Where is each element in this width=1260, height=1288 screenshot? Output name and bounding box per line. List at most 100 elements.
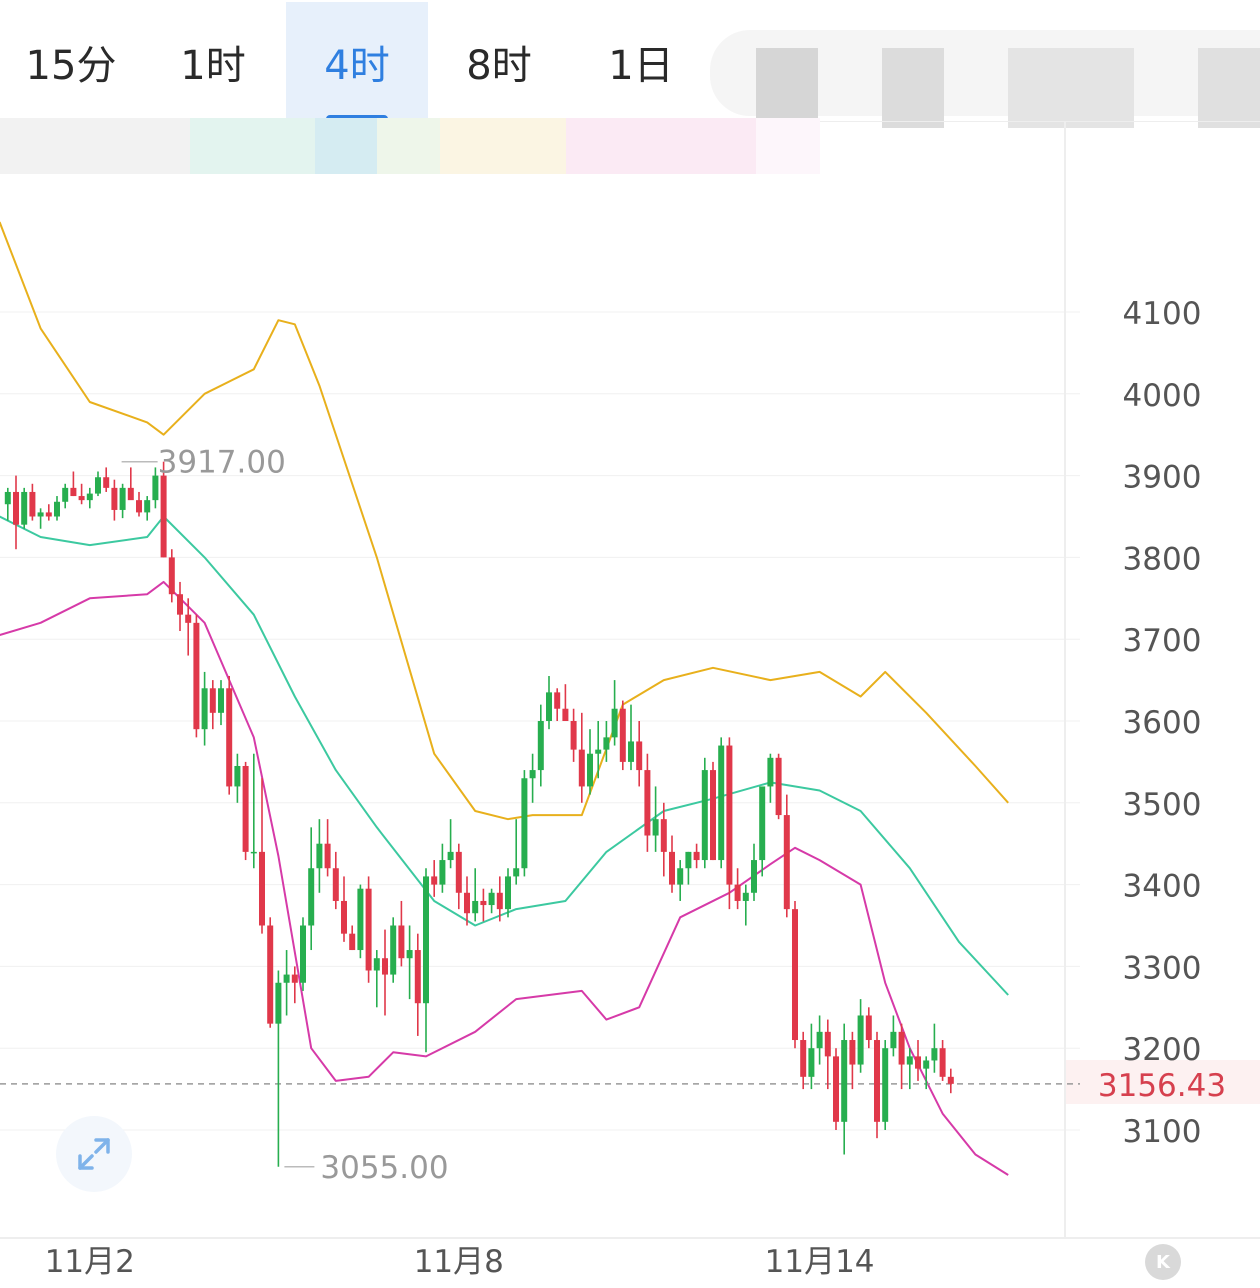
candle-body <box>78 496 85 501</box>
candle-body <box>947 1076 954 1084</box>
candle-body <box>111 487 118 510</box>
blurred-region <box>440 118 566 174</box>
candle-body <box>423 876 429 1004</box>
tab-label: 15分 <box>25 43 117 89</box>
blurred-region <box>756 118 820 174</box>
candle-body <box>923 1060 930 1069</box>
current-price-label: 3156.43 <box>1098 1068 1226 1104</box>
lower-band-line <box>0 580 1009 1176</box>
candle-body <box>652 819 659 836</box>
low-marker-label: 3055.00 <box>320 1150 448 1186</box>
upper-band-line <box>0 221 1009 821</box>
candle-body <box>488 892 495 906</box>
y-tick-label: 3300 <box>1123 950 1202 986</box>
candle-body <box>636 741 643 771</box>
blurred-region <box>1008 48 1134 128</box>
candle-body <box>250 851 257 854</box>
high-marker-label: 3917.00 <box>158 445 286 481</box>
tab-label: 8时 <box>466 43 532 89</box>
candle-body <box>751 860 757 893</box>
candle-body <box>13 491 19 525</box>
candle-body <box>259 851 265 926</box>
blurred-region <box>882 48 944 128</box>
candle-body <box>283 974 290 983</box>
tab-8hour[interactable]: 8时 <box>428 2 570 122</box>
candle-body <box>939 1048 946 1077</box>
candle-body <box>529 770 536 779</box>
candle-body <box>373 958 380 971</box>
blurred-region <box>1198 48 1260 128</box>
candle-body <box>496 892 503 910</box>
indicator-legend-blurred <box>0 118 820 174</box>
candle-body <box>37 512 44 517</box>
candle-body <box>349 933 356 951</box>
candle-body <box>324 843 331 869</box>
blurred-region <box>0 118 190 174</box>
candle-body <box>669 851 675 885</box>
candle-body <box>357 888 364 951</box>
y-tick-label: 3900 <box>1123 460 1202 496</box>
candle-body <box>209 688 216 713</box>
candle-body <box>505 876 511 910</box>
candle-body <box>816 1031 823 1049</box>
tab-label: 4时 <box>324 43 390 89</box>
candle-body <box>4 491 11 505</box>
y-tick-label: 3700 <box>1123 623 1202 659</box>
candle-body <box>833 1056 839 1122</box>
candle-body <box>62 487 69 502</box>
candle-body <box>693 851 700 861</box>
candle-body <box>701 770 708 861</box>
candle-body <box>218 688 224 713</box>
y-tick-label: 3500 <box>1123 787 1202 823</box>
y-tick-label: 4100 <box>1123 296 1202 332</box>
candle-body <box>332 868 339 901</box>
tab-15min[interactable]: 15分 <box>0 2 142 122</box>
candle-body <box>882 1048 889 1122</box>
tab-4hour[interactable]: 4时 <box>286 2 428 122</box>
candle-body <box>127 487 134 501</box>
candle-body <box>414 950 421 1004</box>
candle-body <box>521 778 528 869</box>
candle-body <box>275 982 282 1024</box>
candle-body <box>472 900 479 914</box>
candle-body <box>595 749 602 754</box>
candle-body <box>718 745 725 861</box>
candle-body <box>455 851 462 893</box>
candle-body <box>865 1015 872 1041</box>
y-tick-label: 4000 <box>1123 378 1202 414</box>
candle-body <box>890 1031 897 1049</box>
k-logo-icon[interactable]: K <box>1145 1244 1181 1280</box>
bollinger-bands <box>0 221 1009 1176</box>
x-tick-label: 11月8 <box>414 1244 504 1280</box>
candle-body <box>201 688 208 730</box>
candle-body <box>168 557 175 595</box>
candle-body <box>406 950 413 959</box>
candle-body <box>365 888 372 971</box>
candle-body <box>660 819 667 852</box>
candle-body <box>447 851 454 861</box>
expand-button[interactable] <box>56 1116 132 1192</box>
candle-body <box>513 868 520 877</box>
candle-body <box>619 708 626 762</box>
blurred-toolbar <box>710 20 1260 128</box>
candle-body <box>759 786 766 861</box>
tab-label: 1时 <box>180 43 246 89</box>
candle-body <box>103 477 110 488</box>
candle-body <box>291 974 298 983</box>
candle-body <box>316 843 323 869</box>
candle-body <box>644 770 651 836</box>
candle-body <box>242 765 249 852</box>
timeframe-tab-bar: 15分 1时 4时 8时 1日 <box>0 0 1260 128</box>
candle-body <box>915 1056 921 1069</box>
candle-body <box>21 491 28 525</box>
candle-body <box>824 1031 831 1057</box>
y-tick-label: 3600 <box>1123 705 1202 741</box>
candle-body <box>431 876 438 885</box>
candle-body <box>685 851 692 869</box>
tab-1hour[interactable]: 1时 <box>142 2 284 122</box>
candle-body <box>570 721 577 750</box>
tab-1day[interactable]: 1日 <box>570 2 712 122</box>
candle-body <box>537 721 544 771</box>
candle-body <box>677 868 684 885</box>
